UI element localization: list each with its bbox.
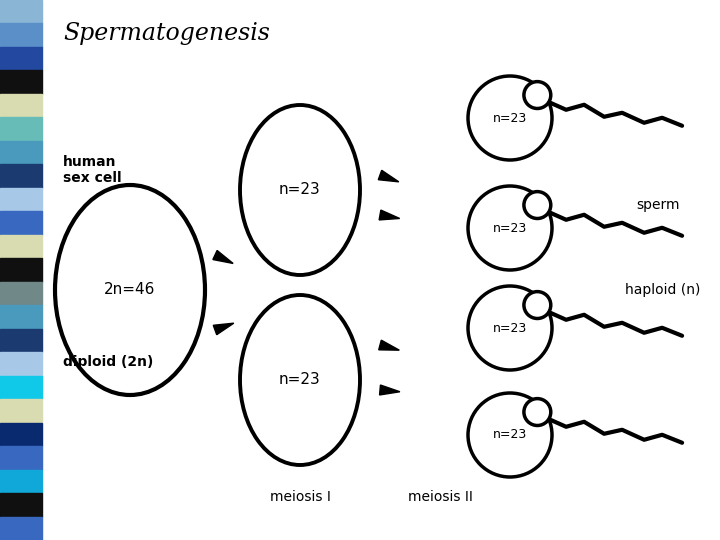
- Bar: [0, 141, 42, 164]
- Polygon shape: [213, 251, 233, 264]
- Circle shape: [524, 292, 551, 319]
- Bar: [0, 94, 42, 117]
- Bar: [0, 493, 42, 517]
- Circle shape: [468, 186, 552, 270]
- Circle shape: [468, 286, 552, 370]
- Bar: [0, 164, 42, 188]
- Polygon shape: [379, 385, 400, 395]
- Ellipse shape: [240, 295, 360, 465]
- Circle shape: [524, 82, 551, 109]
- Ellipse shape: [55, 185, 205, 395]
- Text: n=23: n=23: [493, 321, 527, 334]
- Bar: [0, 470, 42, 493]
- Bar: [0, 0, 42, 23]
- Polygon shape: [378, 170, 399, 182]
- Bar: [0, 211, 42, 235]
- Text: 2n=46: 2n=46: [104, 282, 156, 298]
- Bar: [0, 517, 42, 540]
- Polygon shape: [213, 323, 234, 335]
- Bar: [0, 329, 42, 352]
- Bar: [0, 23, 42, 47]
- Bar: [0, 352, 42, 376]
- Bar: [0, 305, 42, 329]
- Bar: [0, 282, 42, 305]
- Bar: [0, 399, 42, 423]
- Ellipse shape: [240, 105, 360, 275]
- Circle shape: [524, 192, 551, 219]
- Polygon shape: [379, 340, 400, 350]
- Text: haploid (n): haploid (n): [625, 283, 700, 297]
- Text: meiosis II: meiosis II: [408, 490, 472, 504]
- Text: diploid (2n): diploid (2n): [63, 355, 153, 369]
- Text: n=23: n=23: [493, 111, 527, 125]
- Bar: [0, 258, 42, 282]
- Bar: [0, 188, 42, 211]
- Bar: [0, 47, 42, 70]
- Bar: [0, 70, 42, 94]
- Bar: [0, 117, 42, 141]
- Bar: [0, 423, 42, 446]
- Circle shape: [524, 399, 551, 426]
- Text: Spermatogenesis: Spermatogenesis: [63, 22, 270, 45]
- Text: sperm: sperm: [636, 198, 680, 212]
- Text: n=23: n=23: [493, 429, 527, 442]
- Bar: [0, 446, 42, 470]
- Text: human
sex cell: human sex cell: [63, 155, 122, 185]
- Bar: [0, 376, 42, 399]
- Text: meiosis I: meiosis I: [269, 490, 330, 504]
- Text: n=23: n=23: [279, 373, 321, 388]
- Polygon shape: [379, 210, 400, 220]
- Circle shape: [468, 393, 552, 477]
- Circle shape: [468, 76, 552, 160]
- Text: n=23: n=23: [279, 183, 321, 198]
- Text: n=23: n=23: [493, 221, 527, 234]
- Bar: [0, 235, 42, 258]
